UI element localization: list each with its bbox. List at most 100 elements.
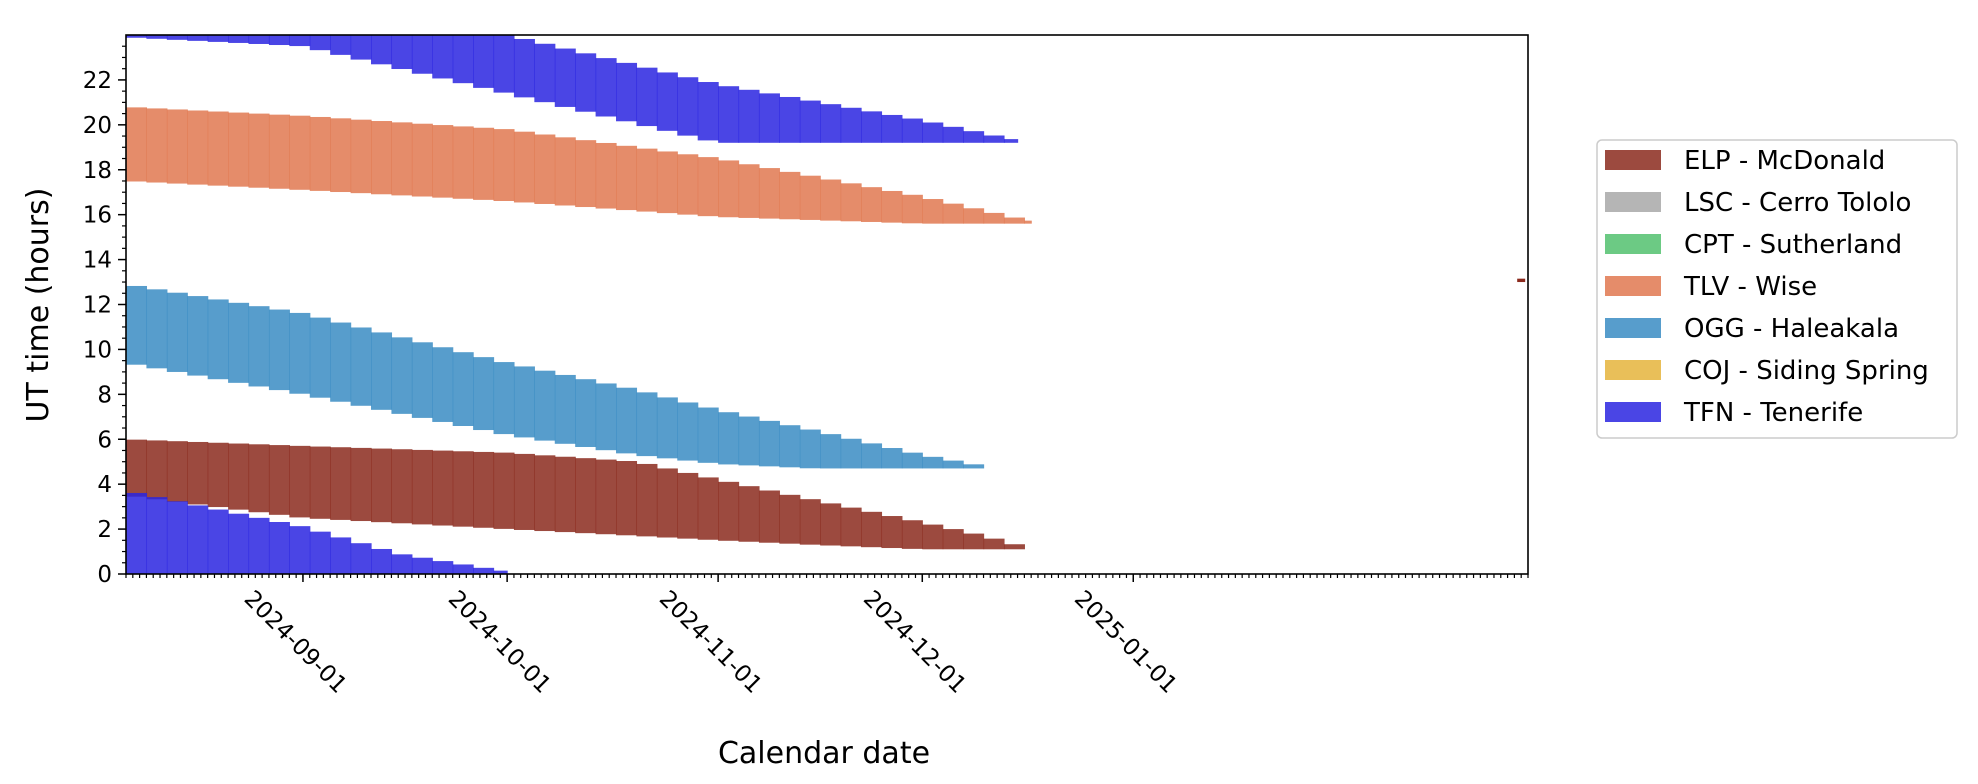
band-step (289, 445, 311, 518)
band-step (228, 35, 250, 43)
band-step (922, 524, 944, 550)
band-step (554, 48, 576, 107)
band-step (901, 452, 923, 469)
band-step (248, 306, 270, 387)
band-step (820, 503, 842, 546)
band-step (187, 296, 209, 376)
band-step (187, 110, 209, 185)
legend-swatch (1605, 360, 1661, 380)
band-step (677, 154, 699, 215)
band-step (656, 397, 678, 459)
legend: ELP - McDonald LSC - Cerro Tololo CPT - Su… (1596, 139, 1958, 439)
band-step (371, 548, 393, 574)
x-tick-label: 2024-11-01 (654, 586, 767, 699)
y-axis: 0 2 4 6 8 10 12 14 16 18 20 22 (83, 68, 126, 588)
y-axis-label: UT time (hours) (21, 188, 56, 423)
legend-swatch (1605, 318, 1661, 338)
band-step (983, 135, 1005, 143)
band-step (799, 100, 821, 143)
y-tick-label: 4 (97, 472, 112, 498)
band-step (309, 116, 331, 191)
band-step (738, 89, 760, 143)
band-step (350, 119, 372, 194)
band-step (758, 168, 780, 219)
x-tick-label: 2024-09-01 (239, 586, 352, 699)
band-7 (126, 492, 508, 574)
band-step (983, 538, 1005, 550)
band-step (840, 507, 862, 547)
legend-frame (1596, 139, 1958, 439)
band-step (861, 111, 883, 143)
band-step (779, 425, 801, 468)
band-step (309, 446, 331, 519)
band-step (595, 459, 617, 535)
band-step (942, 203, 964, 224)
band-step (595, 58, 617, 117)
band-step (350, 447, 372, 522)
x-tick-label: 2024-10-01 (443, 586, 556, 699)
band-step (126, 107, 148, 182)
band-step (391, 35, 413, 70)
band-step (881, 190, 903, 223)
band-step (636, 463, 658, 537)
band-step (799, 429, 821, 469)
band-step (922, 199, 944, 224)
y-tick-label: 12 (83, 293, 112, 319)
band-step (636, 392, 658, 457)
band-step (289, 526, 311, 574)
band-step (268, 522, 290, 574)
band-step (289, 115, 311, 190)
band-step (268, 309, 290, 391)
band-step (1024, 220, 1032, 224)
band-step (473, 567, 495, 574)
band-step (493, 129, 515, 201)
band-step (268, 35, 290, 46)
band-step (268, 114, 290, 189)
band-step (575, 458, 597, 534)
band-step (513, 38, 535, 98)
band-0 (126, 439, 1025, 550)
y-tick-label: 14 (83, 248, 112, 274)
band-step (493, 452, 515, 529)
annotation-marker (1517, 278, 1526, 283)
band-step (289, 35, 311, 47)
band-step (595, 383, 617, 451)
band-step (411, 449, 433, 525)
band-step (432, 125, 454, 198)
band-step (534, 43, 556, 103)
band-step (636, 148, 658, 212)
band-step (513, 366, 535, 438)
x-axis: 2024-09-01 2024-10-01 2024-11-01 2024-12-01… (239, 574, 1182, 699)
band-step (350, 35, 372, 60)
band-step (718, 86, 740, 143)
band-step (554, 456, 576, 533)
band-step (330, 118, 352, 193)
band-step (636, 67, 658, 127)
band-step (146, 35, 168, 39)
band-step (942, 126, 964, 143)
band-step (554, 137, 576, 206)
band-step (432, 347, 454, 422)
band-step (1003, 544, 1025, 550)
band-step (228, 513, 250, 574)
band-step (738, 486, 760, 542)
band-step (126, 35, 148, 38)
band-step (963, 208, 985, 224)
y-tick-label: 0 (97, 562, 112, 588)
band-step (411, 35, 433, 74)
y-tick-label: 20 (83, 113, 112, 139)
band-step (942, 460, 964, 469)
band-step (799, 499, 821, 545)
band-step (473, 127, 495, 200)
y-tick-label: 22 (83, 68, 112, 94)
band-step (779, 171, 801, 220)
band-step (207, 509, 229, 574)
band-step (126, 492, 148, 574)
band-step (616, 387, 638, 454)
band-step (330, 447, 352, 520)
band-step (268, 445, 290, 515)
y-tick-label: 16 (83, 203, 112, 229)
legend-label: CPT - Sutherland (1684, 230, 1902, 260)
band-step (371, 332, 393, 410)
